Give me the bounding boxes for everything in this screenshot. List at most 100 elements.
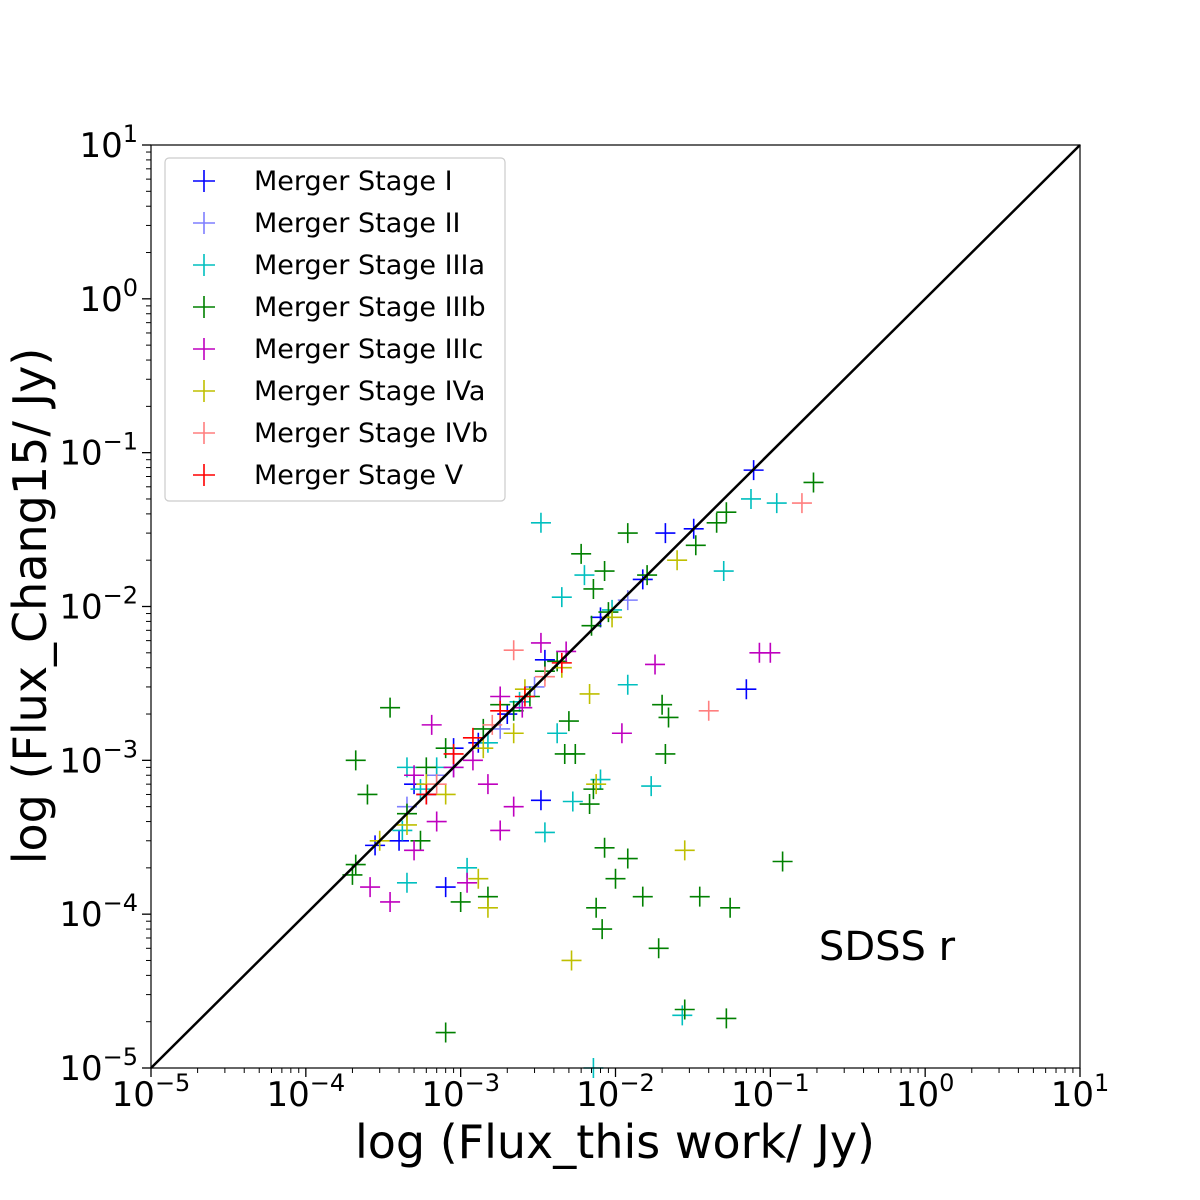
data-point <box>617 848 638 869</box>
y-axis-label: log (Flux_Chang15/ Jy) <box>3 348 57 865</box>
y-tick-label: 10−2 <box>59 582 138 628</box>
axis-tick-labels: 10−5 10−4 10−3 10−2 10−1 100 101 10−5 10−4 10−3 10… <box>59 120 1109 1115</box>
data-point <box>581 615 602 636</box>
data-point <box>652 694 673 715</box>
data-point <box>772 851 793 872</box>
data-point <box>594 837 615 858</box>
data-point <box>392 820 413 841</box>
data-point <box>641 776 662 797</box>
legend-entry: Merger Stage IIIb <box>193 292 486 323</box>
data-point <box>760 642 781 663</box>
legend-marker <box>193 380 215 402</box>
data-point <box>473 738 494 759</box>
y-tick-label: 101 <box>79 120 138 166</box>
chart-annotation: SDSS r <box>819 924 956 970</box>
data-point <box>565 743 586 764</box>
data-point <box>655 743 676 764</box>
data-point <box>674 999 695 1020</box>
data-point <box>689 886 710 907</box>
data-point <box>720 897 741 918</box>
data-point <box>706 512 727 533</box>
data-point <box>396 814 417 835</box>
y-tick-label: 10−3 <box>59 735 138 781</box>
data-point <box>716 1008 737 1029</box>
data-point <box>698 700 719 721</box>
data-point <box>605 868 626 889</box>
data-point <box>443 743 464 764</box>
legend-box <box>164 157 506 502</box>
legend-label: Merger Stage IVa <box>254 376 485 407</box>
data-point <box>426 811 447 832</box>
data-point <box>435 1022 456 1043</box>
data-point <box>530 512 551 533</box>
legend-label: Merger Stage IIIa <box>254 250 485 281</box>
data-point <box>450 891 471 912</box>
data-point <box>583 779 604 800</box>
legend-marker <box>193 254 215 276</box>
data-point <box>803 472 824 493</box>
legend-entry: Merger Stage IVb <box>193 418 488 449</box>
data-point <box>594 561 615 582</box>
data-point <box>503 640 524 661</box>
data-point <box>586 774 607 795</box>
data-point <box>571 543 592 564</box>
data-point <box>736 679 757 700</box>
legend-entry: Merger Stage IIIc <box>193 334 483 365</box>
data-point <box>645 654 666 675</box>
data-point <box>360 877 381 898</box>
data-point <box>586 897 607 918</box>
legend-marker <box>193 422 215 444</box>
legend-label: Merger Stage V <box>254 460 464 491</box>
x-tick-label: 101 <box>1051 1069 1110 1115</box>
x-tick-label: 10−4 <box>267 1069 346 1115</box>
data-point <box>617 674 638 695</box>
data-point <box>490 700 511 721</box>
data-point <box>345 750 366 771</box>
legend-marker <box>193 170 215 192</box>
data-point <box>685 535 706 556</box>
x-tick-label: 10−2 <box>576 1069 655 1115</box>
data-point <box>558 711 579 732</box>
legend-label: Merger Stage IIIc <box>254 334 483 365</box>
data-point <box>592 919 613 940</box>
data-point <box>457 872 478 893</box>
data-point <box>556 641 577 662</box>
legend-marker <box>193 212 215 234</box>
y-tick-label: 10−4 <box>59 889 138 935</box>
data-point <box>477 897 498 918</box>
x-tick-label: 10−5 <box>112 1069 191 1115</box>
data-point <box>421 714 442 735</box>
data-point <box>716 502 737 523</box>
legend-entry: Merger Stage IVa <box>193 376 485 407</box>
data-point <box>672 1005 693 1026</box>
data-point <box>766 493 787 514</box>
data-point <box>503 796 524 817</box>
data-point <box>404 840 425 861</box>
data-point <box>477 774 498 795</box>
data-point <box>512 697 533 718</box>
data-point <box>410 779 431 800</box>
data-point <box>477 732 498 753</box>
legend-entry: Merger Stage V <box>193 460 464 491</box>
data-point <box>617 523 638 544</box>
data-point <box>658 707 679 728</box>
data-point <box>551 652 572 673</box>
legend-marker <box>193 464 215 486</box>
x-tick-label: 10−3 <box>421 1069 500 1115</box>
y-tick-label: 10−5 <box>59 1043 138 1089</box>
data-point <box>562 791 583 812</box>
data-point <box>547 723 568 744</box>
x-axis-label: log (Flux_this work/ Jy) <box>355 1115 875 1169</box>
data-point <box>574 565 595 586</box>
data-point <box>380 697 401 718</box>
data-point <box>561 950 582 971</box>
data-point <box>648 938 669 959</box>
axis-ticks <box>142 144 1081 1077</box>
data-point <box>791 493 812 514</box>
data-point <box>579 683 600 704</box>
data-point <box>357 784 378 805</box>
data-point <box>404 765 425 786</box>
legend-entry: Merger Stage I <box>193 166 453 197</box>
data-point <box>579 794 600 815</box>
